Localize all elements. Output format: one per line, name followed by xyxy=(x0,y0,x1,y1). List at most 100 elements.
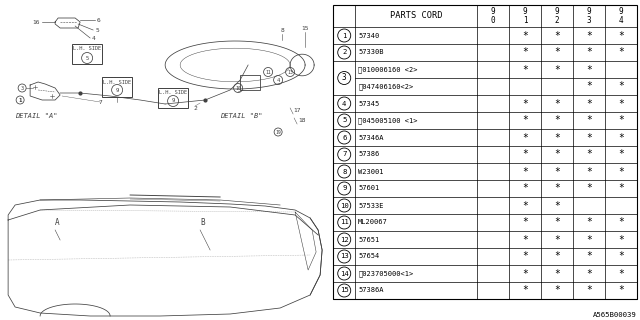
Text: 6: 6 xyxy=(97,18,101,22)
Text: 18: 18 xyxy=(298,118,306,123)
Text: *: * xyxy=(618,47,624,58)
Text: 57340: 57340 xyxy=(358,33,380,38)
Text: 7: 7 xyxy=(99,100,102,105)
Text: 2: 2 xyxy=(342,50,346,55)
Text: *: * xyxy=(586,166,592,177)
Text: 10: 10 xyxy=(236,85,241,91)
Text: *: * xyxy=(554,218,560,228)
Text: L.H. SIDE: L.H. SIDE xyxy=(103,79,131,84)
Text: *: * xyxy=(522,99,528,108)
Text: *: * xyxy=(618,149,624,159)
Text: 4: 4 xyxy=(342,100,346,107)
Text: L.H. SIDE: L.H. SIDE xyxy=(159,91,187,95)
Text: *: * xyxy=(618,285,624,295)
Text: 13: 13 xyxy=(287,69,293,75)
Text: *: * xyxy=(554,201,560,211)
Text: A565B00039: A565B00039 xyxy=(593,312,637,318)
Text: 9
2: 9 2 xyxy=(555,7,559,25)
Text: 3: 3 xyxy=(342,74,346,83)
Text: Ⓝ023705000<1>: Ⓝ023705000<1> xyxy=(358,270,413,277)
Text: 9: 9 xyxy=(115,87,119,92)
Text: 57654: 57654 xyxy=(358,253,380,260)
Text: DETAIL "B": DETAIL "B" xyxy=(220,113,262,119)
Text: 57330B: 57330B xyxy=(358,50,384,55)
Bar xyxy=(240,75,260,90)
Text: *: * xyxy=(586,30,592,41)
Text: 57386: 57386 xyxy=(358,151,380,157)
Text: *: * xyxy=(554,252,560,261)
Text: *: * xyxy=(522,268,528,278)
Text: A: A xyxy=(55,218,60,227)
Text: *: * xyxy=(522,65,528,75)
Text: 57386A: 57386A xyxy=(358,287,384,293)
Text: *: * xyxy=(522,166,528,177)
Text: 15: 15 xyxy=(301,26,309,30)
Text: *: * xyxy=(618,132,624,142)
Text: *: * xyxy=(554,30,560,41)
Text: DETAIL "A": DETAIL "A" xyxy=(15,113,58,119)
Text: *: * xyxy=(522,116,528,125)
Text: *: * xyxy=(554,183,560,194)
Text: *: * xyxy=(618,99,624,108)
Text: *: * xyxy=(586,99,592,108)
Text: 6: 6 xyxy=(342,134,346,140)
Text: 5: 5 xyxy=(342,117,346,124)
Text: *: * xyxy=(618,235,624,244)
Text: *: * xyxy=(554,285,560,295)
Text: *: * xyxy=(586,183,592,194)
Text: 16: 16 xyxy=(33,20,40,25)
Text: *: * xyxy=(522,183,528,194)
Text: *: * xyxy=(586,218,592,228)
Text: *: * xyxy=(554,132,560,142)
Text: PARTS CORD: PARTS CORD xyxy=(390,12,442,20)
Text: *: * xyxy=(554,268,560,278)
Text: 12: 12 xyxy=(340,236,349,243)
Text: 7: 7 xyxy=(342,151,346,157)
Bar xyxy=(158,88,188,108)
Text: *: * xyxy=(522,235,528,244)
Text: 57601: 57601 xyxy=(358,186,380,191)
Text: 57346A: 57346A xyxy=(358,134,384,140)
Text: *: * xyxy=(522,218,528,228)
Text: L.H. SIDE: L.H. SIDE xyxy=(73,46,101,52)
Text: 9
1: 9 1 xyxy=(523,7,527,25)
Text: 5: 5 xyxy=(95,28,99,33)
Text: *: * xyxy=(554,65,560,75)
Text: 9
4: 9 4 xyxy=(619,7,623,25)
Text: *: * xyxy=(522,252,528,261)
Text: *: * xyxy=(586,47,592,58)
Text: *: * xyxy=(618,166,624,177)
Text: 9: 9 xyxy=(172,99,175,103)
Text: 11: 11 xyxy=(340,220,349,226)
Text: B: B xyxy=(200,218,205,227)
Text: *: * xyxy=(522,201,528,211)
Text: 4: 4 xyxy=(92,36,96,41)
Text: *: * xyxy=(522,30,528,41)
Text: 9
3: 9 3 xyxy=(587,7,591,25)
Text: ML20067: ML20067 xyxy=(358,220,388,226)
Text: *: * xyxy=(586,82,592,92)
Text: *: * xyxy=(554,235,560,244)
Text: 8: 8 xyxy=(280,28,284,33)
Text: *: * xyxy=(586,149,592,159)
Text: 1: 1 xyxy=(342,33,346,38)
Text: *: * xyxy=(618,82,624,92)
Text: 14: 14 xyxy=(340,270,349,276)
Text: 3: 3 xyxy=(20,85,24,91)
Bar xyxy=(102,77,132,97)
Text: *: * xyxy=(618,252,624,261)
Text: *: * xyxy=(618,30,624,41)
Text: *: * xyxy=(522,47,528,58)
Text: *: * xyxy=(554,99,560,108)
Bar xyxy=(72,44,102,64)
Text: 4: 4 xyxy=(276,77,280,83)
Text: 8: 8 xyxy=(342,169,346,174)
Text: Ⓢ047406160<2>: Ⓢ047406160<2> xyxy=(358,83,413,90)
Text: *: * xyxy=(586,235,592,244)
Text: 9
0: 9 0 xyxy=(491,7,495,25)
Text: 13: 13 xyxy=(340,253,349,260)
Text: 5: 5 xyxy=(86,55,89,60)
Text: 11: 11 xyxy=(265,69,271,75)
Text: *: * xyxy=(554,116,560,125)
Text: 19: 19 xyxy=(275,130,281,134)
